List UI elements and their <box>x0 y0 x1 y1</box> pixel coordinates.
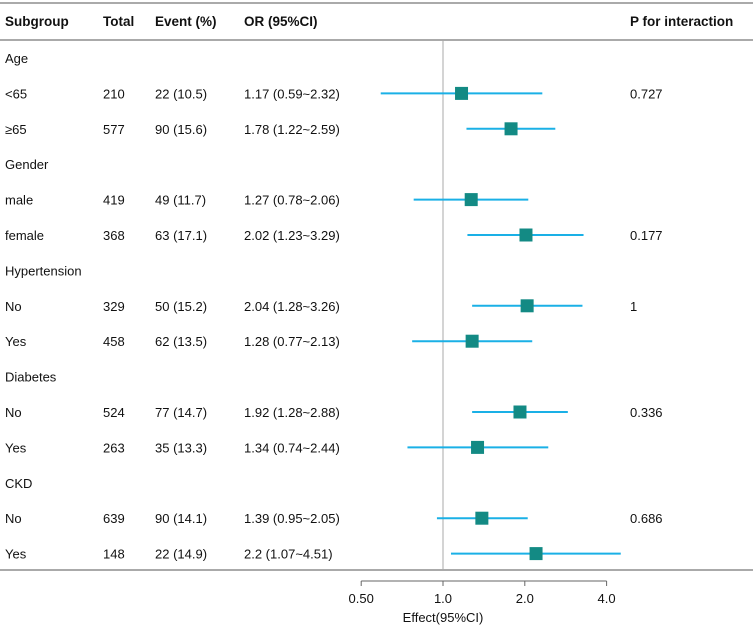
or-ci-value: 2.2 (1.07~4.51) <box>244 547 333 562</box>
or-marker <box>475 511 489 525</box>
event-value: 35 (13.3) <box>155 440 207 455</box>
or-ci-value: 2.04 (1.28~3.26) <box>244 299 340 314</box>
event-value: 50 (15.2) <box>155 299 207 314</box>
event-value: 90 (15.6) <box>155 122 207 137</box>
total-value: 524 <box>103 405 125 420</box>
or-marker <box>513 405 527 419</box>
group-label: Gender <box>5 157 49 172</box>
event-value: 90 (14.1) <box>155 511 207 526</box>
group-label: Hypertension <box>5 263 82 278</box>
header-p-interaction: P for interaction <box>630 14 733 29</box>
total-value: 368 <box>103 228 125 243</box>
total-value: 639 <box>103 511 125 526</box>
total-value: 419 <box>103 193 125 208</box>
or-marker <box>520 299 534 313</box>
p-interaction-value: 0.727 <box>630 86 663 101</box>
total-value: 148 <box>103 547 125 562</box>
x-tick-label: 1.0 <box>434 591 452 606</box>
p-interaction-value: 1 <box>630 299 637 314</box>
subgroup-label: ≥65 <box>5 122 27 137</box>
or-marker <box>464 193 478 207</box>
subgroup-label: No <box>5 299 22 314</box>
or-ci-value: 1.34 (0.74~2.44) <box>244 440 340 455</box>
group-label: Age <box>5 51 28 66</box>
event-value: 63 (17.1) <box>155 228 207 243</box>
total-value: 210 <box>103 86 125 101</box>
group-label: Diabetes <box>5 370 57 385</box>
or-ci-value: 2.02 (1.23~3.29) <box>244 228 340 243</box>
total-value: 577 <box>103 122 125 137</box>
event-value: 22 (14.9) <box>155 547 207 562</box>
p-interaction-value: 0.177 <box>630 228 663 243</box>
or-marker <box>455 86 469 100</box>
x-axis-title: Effect(95%CI) <box>403 610 484 625</box>
header-subgroup: Subgroup <box>5 14 69 29</box>
or-ci-value: 1.39 (0.95~2.05) <box>244 511 340 526</box>
event-value: 77 (14.7) <box>155 405 207 420</box>
p-interaction-value: 0.336 <box>630 405 663 420</box>
or-ci-value: 1.17 (0.59~2.32) <box>244 86 340 101</box>
p-interaction-value: 0.686 <box>630 511 663 526</box>
x-tick-label: 0.50 <box>349 591 374 606</box>
subgroup-label: Yes <box>5 440 27 455</box>
event-value: 22 (10.5) <box>155 86 207 101</box>
subgroup-label: Yes <box>5 334 27 349</box>
or-marker <box>504 122 518 136</box>
event-value: 49 (11.7) <box>155 193 206 208</box>
x-tick-label: 4.0 <box>598 591 616 606</box>
or-ci-value: 1.28 (0.77~2.13) <box>244 334 340 349</box>
header-event: Event (%) <box>155 14 217 29</box>
total-value: 329 <box>103 299 125 314</box>
or-marker <box>519 228 533 242</box>
subgroup-label: male <box>5 193 33 208</box>
or-marker <box>529 547 543 561</box>
subgroup-label: female <box>5 228 44 243</box>
header-total: Total <box>103 14 134 29</box>
x-tick-label: 2.0 <box>516 591 534 606</box>
subgroup-label: Yes <box>5 547 27 562</box>
total-value: 458 <box>103 334 125 349</box>
subgroup-label: <65 <box>5 86 27 101</box>
or-ci-value: 1.92 (1.28~2.88) <box>244 405 340 420</box>
or-marker <box>465 334 479 348</box>
header-or: OR (95%CI) <box>244 14 318 29</box>
total-value: 263 <box>103 440 125 455</box>
subgroup-label: No <box>5 405 22 420</box>
subgroup-label: No <box>5 511 22 526</box>
group-label: CKD <box>5 476 32 491</box>
or-marker <box>471 440 485 454</box>
or-ci-value: 1.78 (1.22~2.59) <box>244 122 340 137</box>
event-value: 62 (13.5) <box>155 334 207 349</box>
or-ci-value: 1.27 (0.78~2.06) <box>244 193 340 208</box>
